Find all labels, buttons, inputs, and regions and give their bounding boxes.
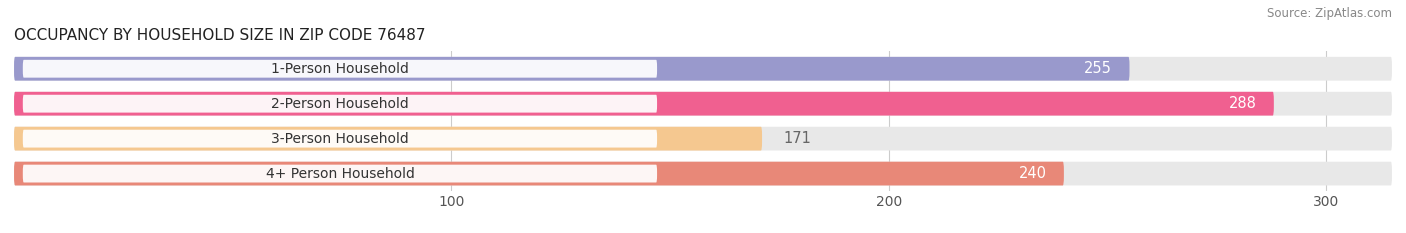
FancyBboxPatch shape bbox=[14, 57, 1392, 81]
FancyBboxPatch shape bbox=[14, 92, 1274, 116]
Text: 171: 171 bbox=[785, 131, 811, 146]
FancyBboxPatch shape bbox=[14, 127, 762, 151]
FancyBboxPatch shape bbox=[22, 95, 657, 113]
Text: 4+ Person Household: 4+ Person Household bbox=[266, 167, 415, 181]
FancyBboxPatch shape bbox=[22, 165, 657, 182]
FancyBboxPatch shape bbox=[14, 92, 1392, 116]
Text: 2-Person Household: 2-Person Household bbox=[271, 97, 409, 111]
Text: 240: 240 bbox=[1018, 166, 1046, 181]
Text: 288: 288 bbox=[1229, 96, 1257, 111]
FancyBboxPatch shape bbox=[14, 162, 1064, 185]
Text: Source: ZipAtlas.com: Source: ZipAtlas.com bbox=[1267, 7, 1392, 20]
FancyBboxPatch shape bbox=[22, 60, 657, 78]
FancyBboxPatch shape bbox=[14, 162, 1392, 185]
Text: 255: 255 bbox=[1084, 61, 1112, 76]
Text: 1-Person Household: 1-Person Household bbox=[271, 62, 409, 76]
FancyBboxPatch shape bbox=[14, 127, 1392, 151]
Text: 3-Person Household: 3-Person Household bbox=[271, 132, 409, 146]
FancyBboxPatch shape bbox=[22, 130, 657, 147]
Text: OCCUPANCY BY HOUSEHOLD SIZE IN ZIP CODE 76487: OCCUPANCY BY HOUSEHOLD SIZE IN ZIP CODE … bbox=[14, 28, 426, 43]
FancyBboxPatch shape bbox=[14, 57, 1129, 81]
